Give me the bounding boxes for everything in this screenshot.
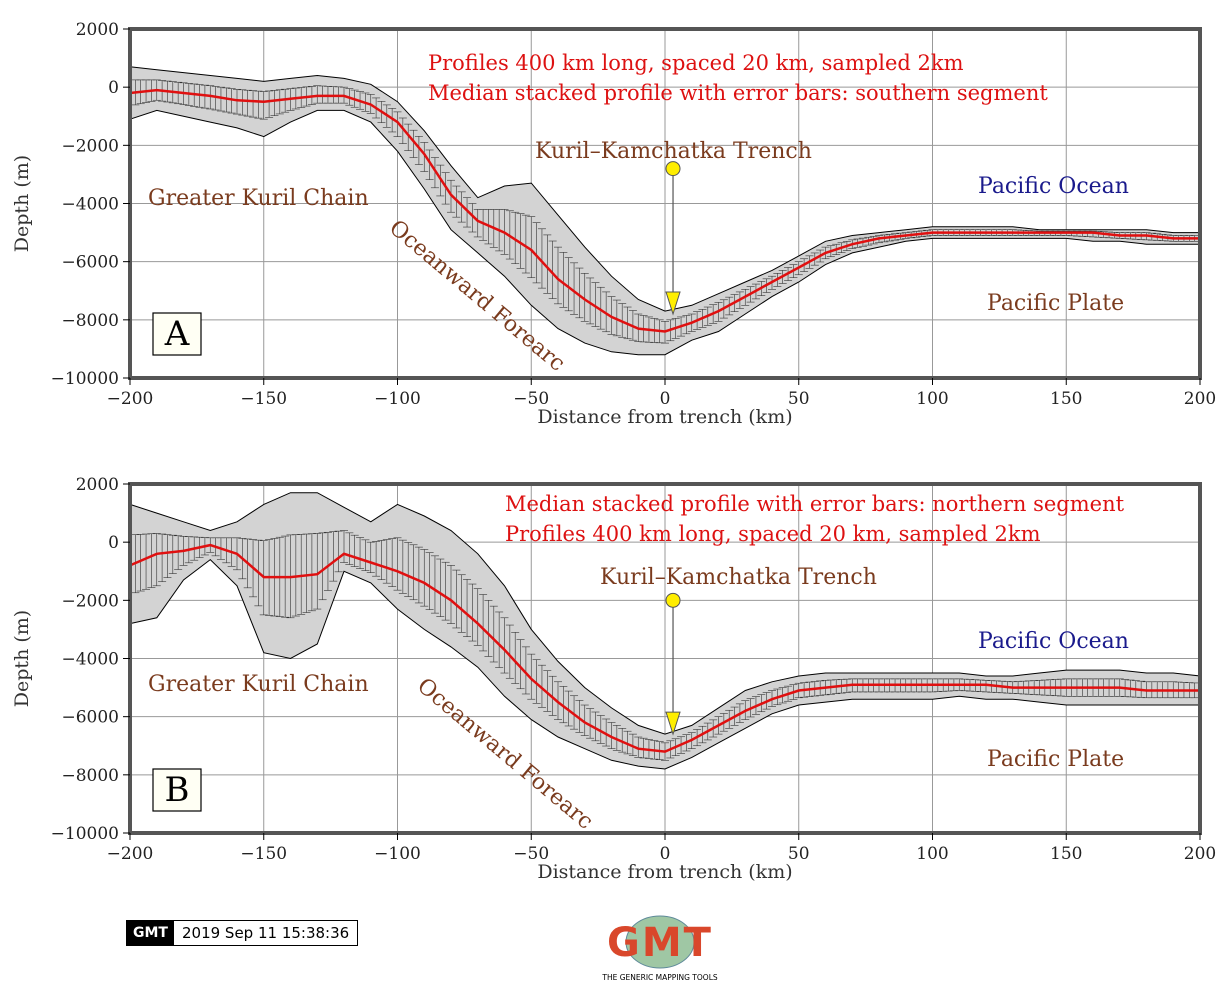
profile-note: Median stacked profile with error bars: … — [505, 492, 1125, 516]
plate-label: Pacific Plate — [987, 747, 1124, 772]
trench-marker-circle — [665, 161, 681, 177]
x-tick-label: −200 — [107, 389, 154, 409]
x-tick-label: 50 — [788, 844, 810, 864]
x-tick-label: 200 — [1184, 389, 1216, 409]
y-tick-label: 2000 — [76, 475, 119, 495]
gmt-logo: GMT THE GENERIC MAPPING TOOLS — [601, 915, 718, 982]
x-tick-label: 0 — [660, 389, 671, 409]
x-tick-label: 100 — [916, 389, 948, 409]
trench-label: Kuril–Kamchatka Trench — [535, 139, 812, 164]
y-axis-label: Depth (m) — [11, 155, 33, 252]
x-tick-label: −50 — [513, 844, 549, 864]
y-tick-label: −8000 — [61, 311, 119, 331]
x-tick-label: −200 — [107, 844, 154, 864]
x-tick-label: −150 — [240, 389, 287, 409]
x-tick-label: −150 — [240, 844, 287, 864]
x-axis-label: Distance from trench (km) — [537, 861, 792, 883]
y-tick-label: −4000 — [61, 650, 119, 670]
y-tick-label: −6000 — [61, 708, 119, 728]
profile-note: Profiles 400 km long, spaced 20 km, samp… — [505, 522, 1041, 546]
median-profile-line — [129, 543, 1200, 753]
y-tick-label: 0 — [108, 533, 119, 553]
chain-label: Greater Kuril Chain — [148, 672, 369, 697]
gmt-timestamp: GMT 2019 Sep 11 15:38:36 — [126, 920, 359, 946]
x-tick-label: 0 — [660, 844, 671, 864]
trench-marker-arrowhead — [665, 711, 681, 736]
panel-b: −200 −150 −100 −50 0 50 100 150 200 2000 0 −2000 −40… — [11, 475, 1216, 883]
timestamp-text: 2019 Sep 11 15:38:36 — [181, 924, 350, 942]
trench-label: Kuril–Kamchatka Trench — [600, 565, 877, 590]
panel-letter-box — [152, 768, 202, 812]
x-tick-label: −100 — [374, 389, 421, 409]
plate-label: Pacific Plate — [987, 291, 1124, 316]
x-tick-label: 150 — [1050, 844, 1082, 864]
y-tick-label: 2000 — [76, 20, 119, 40]
trench-marker-circle — [665, 592, 681, 608]
logo-subtitle: THE GENERIC MAPPING TOOLS — [601, 973, 718, 982]
x-tick-label: −100 — [374, 844, 421, 864]
y-tick-label: −2000 — [61, 591, 119, 611]
panel-letter: A — [164, 314, 190, 354]
x-tick-label: 150 — [1050, 389, 1082, 409]
x-tick-label: 100 — [916, 844, 948, 864]
x-tick-label: 50 — [788, 389, 810, 409]
ocean-label: Pacific Ocean — [978, 629, 1129, 654]
median-profile-line — [129, 88, 1200, 333]
x-tick-label: 200 — [1184, 844, 1216, 864]
y-tick-label: −6000 — [61, 253, 119, 273]
ocean-label: Pacific Ocean — [978, 174, 1129, 199]
chain-label: Greater Kuril Chain — [148, 186, 369, 211]
trench-marker-arrowhead — [665, 291, 681, 316]
y-axis-label: Depth (m) — [11, 610, 33, 707]
y-tick-label: −2000 — [61, 136, 119, 156]
y-tick-label: −8000 — [61, 766, 119, 786]
y-tick-label: −4000 — [61, 195, 119, 215]
x-axis-label: Distance from trench (km) — [537, 406, 792, 428]
profile-note: Median stacked profile with error bars: … — [428, 81, 1048, 105]
x-tick-label: −50 — [513, 389, 549, 409]
profile-note: Profiles 400 km long, spaced 20 km, samp… — [428, 51, 964, 75]
panel-letter: B — [165, 770, 190, 810]
error-bars — [131, 530, 1199, 761]
panel-a: −200 −150 −100 −50 0 50 100 150 200 2000 0 −2000 −40… — [11, 20, 1216, 428]
gmt-badge: GMT — [127, 921, 174, 945]
y-tick-label: −10000 — [51, 824, 119, 844]
panel-letter-box — [152, 312, 202, 356]
globe-icon — [625, 915, 695, 969]
logo-word: GMT — [607, 920, 713, 966]
y-tick-label: −10000 — [51, 369, 119, 389]
figure: −200 −150 −100 −50 0 50 100 150 20020000−2000−40… — [11, 20, 1216, 883]
y-tick-label: 0 — [108, 78, 119, 98]
